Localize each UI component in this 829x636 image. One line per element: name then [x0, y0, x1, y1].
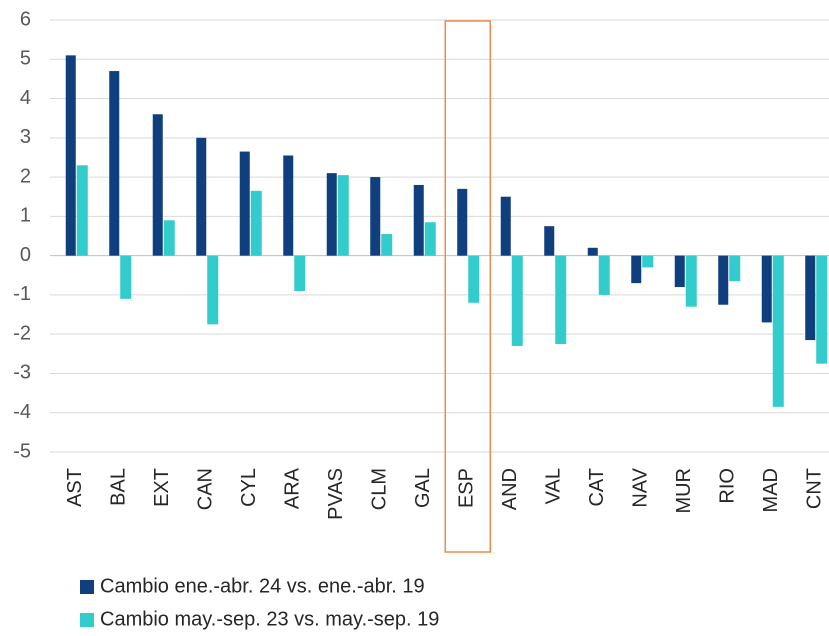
bar: [500, 196, 511, 256]
bar: [816, 255, 828, 364]
bar: [239, 151, 250, 256]
y-tick-label: -1: [13, 283, 31, 305]
y-tick-label: -2: [13, 322, 31, 344]
bar: [674, 255, 685, 288]
bar: [413, 184, 424, 256]
bar: [424, 222, 436, 256]
bar: [761, 255, 772, 323]
bar: [772, 255, 784, 407]
x-tick-label: CAN: [195, 468, 217, 510]
x-tick-label: VAL: [543, 468, 565, 504]
bar: [805, 255, 816, 341]
y-tick-label: 1: [20, 205, 31, 227]
bar: [76, 165, 88, 256]
y-tick-label: 3: [20, 126, 31, 148]
bar: [120, 255, 132, 299]
bar: [587, 247, 598, 256]
y-tick-label: 2: [20, 165, 31, 187]
bar: [326, 173, 337, 256]
highlight-box: [444, 20, 491, 553]
legend-swatch: [80, 613, 94, 627]
legend-swatch: [80, 580, 94, 594]
y-tick-label: 6: [20, 8, 31, 30]
x-tick-label: NAV: [630, 467, 652, 507]
bar: [468, 255, 480, 303]
x-tick-label: ARA: [282, 467, 304, 509]
x-tick-label: PVAS: [325, 468, 347, 520]
bar: [381, 234, 393, 256]
bar: [544, 226, 555, 256]
bar: [250, 190, 262, 256]
bar: [163, 220, 175, 256]
bar: [511, 255, 523, 346]
x-tick-label: MAD: [760, 468, 782, 512]
x-tick-label: CLM: [369, 468, 391, 510]
bar: [598, 255, 610, 295]
bar: [642, 255, 654, 268]
y-tick-label: 5: [20, 48, 31, 70]
bar: [631, 255, 642, 284]
bar: [109, 71, 120, 256]
bar: [718, 255, 729, 305]
x-tick-label: MUR: [673, 468, 695, 514]
y-tick-label: -4: [13, 401, 31, 423]
bar: [207, 255, 219, 325]
y-tick-label: -3: [13, 362, 31, 384]
legend-label: Cambio may.-sep. 23 vs. may.-sep. 19: [100, 608, 439, 630]
x-tick-label: ESP: [456, 468, 478, 508]
bar: [337, 175, 349, 256]
legend-label: Cambio ene.-abr. 24 vs. ene.-abr. 19: [100, 575, 425, 597]
x-tick-label: BAL: [108, 468, 130, 506]
x-tick-label: CAT: [586, 468, 608, 507]
x-tick-label: RIO: [717, 468, 739, 504]
bar: [294, 255, 306, 291]
bar: [152, 114, 163, 256]
bar: [283, 155, 294, 256]
x-tick-label: GAL: [412, 468, 434, 508]
x-tick-label: CNT: [804, 468, 826, 509]
bar: [370, 177, 381, 256]
x-tick-label: EXT: [151, 468, 173, 507]
y-tick-label: 4: [20, 87, 31, 109]
y-tick-label: 0: [20, 244, 31, 266]
bar: [729, 255, 741, 282]
y-tick-label: -5: [13, 440, 31, 462]
bar: [196, 137, 207, 256]
x-tick-label: AND: [499, 468, 521, 510]
bar: [457, 188, 468, 256]
bar: [685, 255, 697, 307]
bar: [65, 55, 76, 256]
bar: [555, 255, 567, 344]
x-tick-label: CYL: [238, 468, 260, 507]
x-tick-label: AST: [64, 468, 86, 507]
